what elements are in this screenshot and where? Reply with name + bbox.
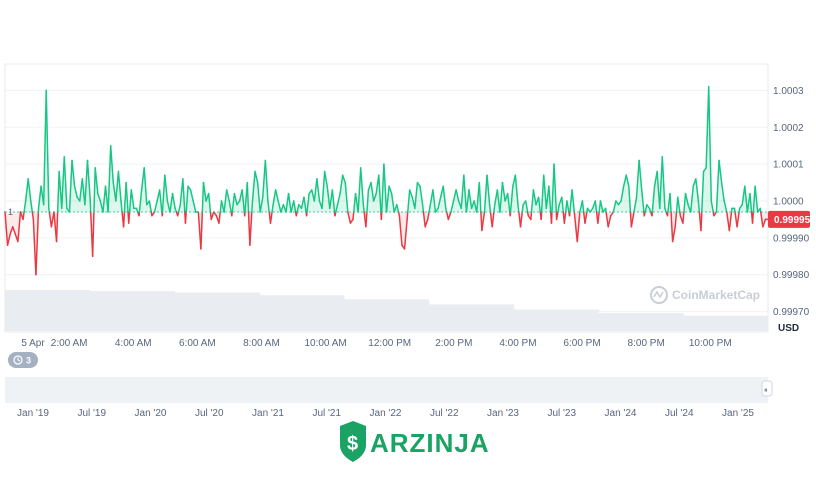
price-area-down xyxy=(765,212,768,219)
navigator-tick-label: Jan '23 xyxy=(487,408,519,419)
price-line-down-segment xyxy=(407,212,408,219)
price-line-down-segment xyxy=(32,212,33,219)
navigator-tick-label: Jan '22 xyxy=(370,408,402,419)
y-tick-label: 0.99980 xyxy=(773,270,810,281)
price-line-up-segment xyxy=(90,197,91,212)
navigator-tick-label: Jul '20 xyxy=(195,408,224,419)
navigator-tick-label: Jan '19 xyxy=(17,408,49,419)
arzinja-logo-text: ARZINJA xyxy=(370,428,490,458)
price-line-up-segment xyxy=(490,205,491,212)
price-line-down-segment xyxy=(531,212,532,219)
price-line-down-segment xyxy=(124,212,125,227)
navigator-tick-label: Jul '19 xyxy=(77,408,106,419)
y-tick-label: 0.99970 xyxy=(773,307,810,318)
price-line-up-segment xyxy=(252,201,253,212)
x-axis-ticks: 5 Apr 2:00 AM 4:00 AM 6:00 AM 8:00 AM 10:00 A… xyxy=(21,338,731,349)
navigator-tick-label: Jan '21 xyxy=(252,408,284,419)
price-line-down-segment xyxy=(753,212,754,223)
baseline-label: 1 xyxy=(8,207,13,217)
history-badge-bg[interactable] xyxy=(8,352,38,368)
x-tick-label: 6:00 AM xyxy=(179,338,216,349)
price-line xyxy=(5,87,768,275)
volume-bar xyxy=(5,290,90,331)
price-line-up-segment xyxy=(670,194,671,212)
y-axis-ticks: 1.0003 1.0002 1.0001 1.0000 0.99990 0.99980 0.… xyxy=(773,86,810,318)
price-line-up-segment xyxy=(494,205,495,212)
x-tick-label: 4:00 PM xyxy=(499,338,536,349)
x-tick-label: 10:00 AM xyxy=(304,338,346,349)
price-line-down-segment xyxy=(23,212,24,219)
navigator-tick-label: Jan '20 xyxy=(135,408,167,419)
history-badge-count: 3 xyxy=(26,356,31,366)
volume-bar xyxy=(598,313,683,331)
price-line-down-segment xyxy=(353,212,354,219)
price-line-up-segment xyxy=(423,205,424,212)
y-tick-label: 1.0002 xyxy=(773,123,804,134)
volume-bar xyxy=(175,293,260,331)
volume-bar xyxy=(514,309,599,331)
x-tick-label: 6:00 PM xyxy=(563,338,600,349)
x-tick-label: 8:00 AM xyxy=(243,338,280,349)
x-tick-label: 5 Apr xyxy=(21,338,45,349)
price-line-up-segment xyxy=(272,205,273,212)
current-price-value: 0.99995 xyxy=(774,215,811,226)
price-line-up-segment xyxy=(363,205,364,212)
y-tick-label: 1.0001 xyxy=(773,160,804,171)
x-tick-label: 2:00 AM xyxy=(51,338,88,349)
arzinja-dollar-glyph: $ xyxy=(347,433,358,455)
navigator-tick-label: Jul '23 xyxy=(547,408,576,419)
x-tick-label: 8:00 PM xyxy=(628,338,665,349)
x-tick-label: 4:00 AM xyxy=(115,338,152,349)
navigator-ticks: Jan '19 Jul '19 Jan '20 Jul '20 Jan '21 Jul '… xyxy=(17,408,754,419)
current-price-tag: 0.99995 xyxy=(768,211,811,228)
range-navigator[interactable]: ⏸ xyxy=(5,377,772,403)
navigator-tick-label: Jul '22 xyxy=(430,408,459,419)
price-line-down-segment xyxy=(185,212,186,223)
navigator-tick-label: Jan '24 xyxy=(605,408,637,419)
volume-bar xyxy=(683,316,768,331)
price-line-down-segment xyxy=(701,212,702,230)
volume-bar xyxy=(429,304,514,331)
price-line-down-segment xyxy=(683,212,684,223)
volume-bar xyxy=(344,299,429,331)
history-badge[interactable]: 3 xyxy=(8,352,38,368)
price-line-up-segment xyxy=(698,201,699,212)
volume-bar xyxy=(90,291,175,331)
price-line-down-segment xyxy=(366,212,367,227)
y-tick-label: 1.0000 xyxy=(773,197,804,208)
x-tick-label: 2:00 PM xyxy=(435,338,472,349)
price-line-down-segment xyxy=(129,212,130,223)
price-line-up-segment xyxy=(522,205,523,212)
coinmarketcap-watermark: CoinMarketCap xyxy=(651,287,760,303)
coinmarketcap-logo-wave xyxy=(654,292,663,297)
price-line-up-segment xyxy=(518,205,519,212)
y-tick-label: 1.0003 xyxy=(773,86,804,97)
y-axis-unit: USD xyxy=(778,323,799,334)
volume-bar xyxy=(259,295,344,331)
arzinja-logo: $ ARZINJA xyxy=(340,421,490,462)
navigator-tick-label: Jul '21 xyxy=(312,408,341,419)
watermark-text: CoinMarketCap xyxy=(672,288,760,302)
x-tick-label: 10:00 PM xyxy=(689,338,732,349)
navigator-tick-label: Jul '24 xyxy=(665,408,694,419)
navigator-handle-grip: ⏸ xyxy=(764,387,768,394)
navigator-tick-label: Jan '25 xyxy=(722,408,754,419)
y-tick-label: 0.99990 xyxy=(773,233,810,244)
x-tick-label: 12:00 PM xyxy=(368,338,411,349)
navigator-track[interactable] xyxy=(5,377,768,403)
